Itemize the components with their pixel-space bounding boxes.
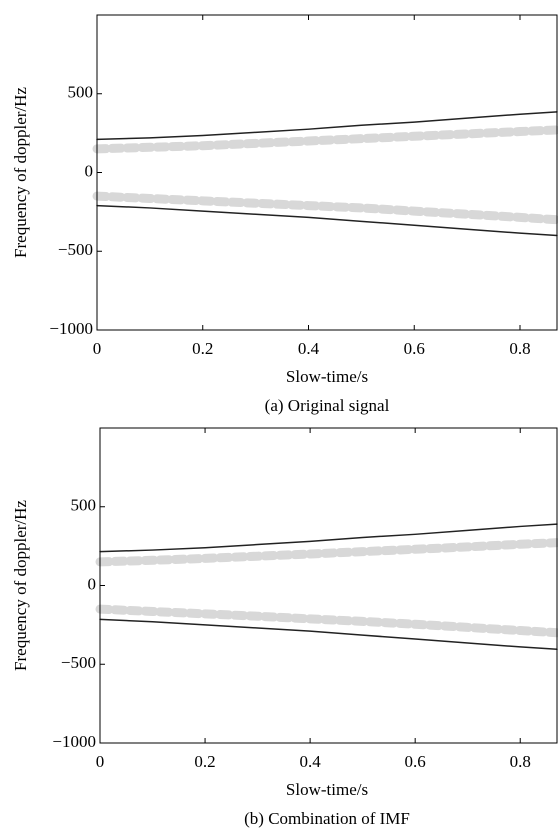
- x-tick-label: 0.2: [192, 339, 213, 358]
- y-axis-label: Frequency of doppler/Hz: [11, 500, 30, 671]
- envelope-line: [99, 523, 558, 553]
- y-tick-label: 500: [68, 83, 94, 102]
- y-tick-label: −500: [61, 653, 96, 672]
- x-tick-label: 0.4: [299, 752, 321, 771]
- plot-frame: [96, 14, 558, 331]
- x-tick-label: 0.8: [510, 752, 531, 771]
- x-tick-label: 0: [96, 752, 105, 771]
- x-tick-label: 0.8: [509, 339, 530, 358]
- x-tick-label: 0.4: [298, 339, 320, 358]
- plot-frame: [99, 427, 558, 744]
- ridge-line: [95, 538, 558, 567]
- x-tick-label: 0.6: [405, 752, 426, 771]
- envelope-line: [99, 618, 558, 651]
- envelope-line: [96, 204, 558, 237]
- caption: (b) Combination of IMF: [244, 809, 410, 828]
- x-axis-label: Slow-time/s: [286, 367, 368, 386]
- x-axis-label: Slow-time/s: [286, 780, 368, 799]
- y-tick-label: −500: [58, 240, 93, 259]
- y-axis-label: Frequency of doppler/Hz: [11, 87, 30, 258]
- x-tick-label: 0.2: [194, 752, 215, 771]
- ridge-line: [92, 191, 558, 225]
- y-tick-label: −1000: [52, 732, 96, 751]
- x-tick-label: 0: [93, 339, 102, 358]
- caption: (a) Original signal: [265, 396, 390, 415]
- envelope-line: [96, 111, 558, 141]
- y-tick-label: 500: [71, 496, 97, 515]
- y-tick-label: 0: [88, 574, 97, 593]
- ridge-line: [92, 125, 558, 154]
- y-tick-label: 0: [85, 161, 94, 180]
- ridge-line: [95, 604, 558, 638]
- y-tick-label: −1000: [49, 319, 93, 338]
- x-tick-label: 0.6: [404, 339, 425, 358]
